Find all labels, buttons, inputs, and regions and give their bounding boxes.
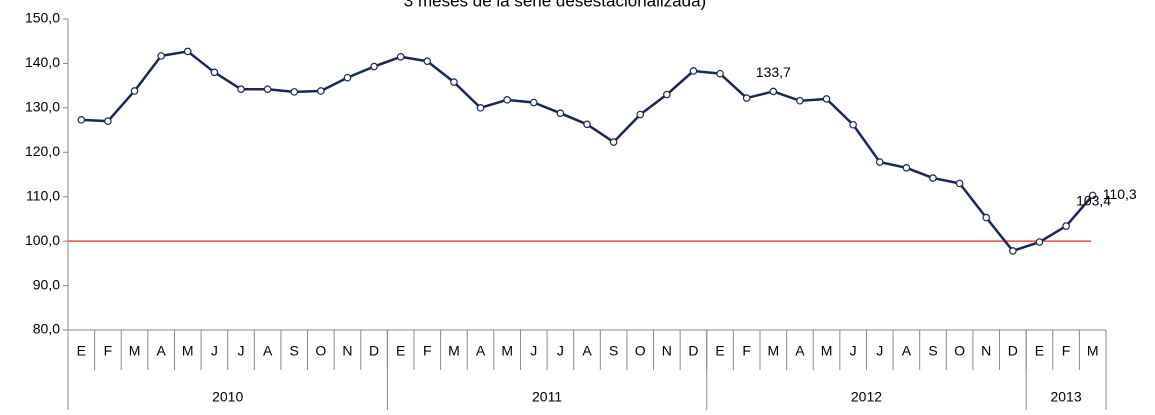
point (583, 120, 591, 129)
y-tick-label: 150,0 (25, 10, 60, 26)
series-line (81, 50, 1094, 253)
point (902, 164, 911, 172)
point (476, 104, 485, 112)
point (370, 62, 378, 71)
point (450, 78, 458, 86)
point (689, 67, 698, 75)
point (609, 138, 618, 146)
x-tick-label: F (104, 343, 113, 359)
x-tick-label: N (981, 343, 991, 359)
chart-title: 3 meses de la serie desestacionalizada) (404, 0, 706, 10)
point (822, 95, 831, 103)
x-tick-label: E (396, 343, 405, 359)
point (210, 68, 219, 77)
point (529, 98, 538, 107)
x-tick-label: D (1008, 343, 1018, 359)
x-tick-label: A (795, 343, 805, 359)
y-tick-label: 130,0 (25, 99, 60, 115)
x-tick-label: E (1035, 343, 1044, 359)
x-tick-label: M (448, 343, 460, 359)
x-tick-label: J (530, 343, 537, 359)
y-tick-label: 80,0 (33, 321, 60, 337)
x-tick-label: J (238, 343, 245, 359)
x-tick-label: M (821, 343, 833, 359)
point (796, 96, 804, 105)
x-tick-label: F (1062, 343, 1071, 359)
x-tick-label: N (662, 343, 672, 359)
x-tick-label: E (715, 343, 724, 359)
value-label: 103,4 (1076, 193, 1111, 209)
x-tick-label: J (557, 343, 564, 359)
point (875, 158, 884, 166)
y-tick-label: 100,0 (25, 232, 60, 248)
x-tick-label: F (742, 343, 751, 359)
x-tick-label: J (211, 343, 218, 359)
x-tick-label: J (850, 343, 857, 359)
point (1035, 238, 1044, 246)
x-tick-label: O (954, 343, 965, 359)
x-tick-label: M (767, 343, 779, 359)
x-tick-label: D (688, 343, 698, 359)
point (955, 179, 964, 188)
point (982, 213, 991, 222)
point (263, 85, 272, 93)
point (769, 87, 778, 96)
point (183, 47, 192, 56)
point (849, 120, 857, 129)
year-label: 2011 (532, 389, 562, 405)
point (77, 116, 86, 124)
value-label: 133,7 (756, 64, 791, 80)
point (130, 87, 139, 95)
point (317, 87, 325, 95)
point (1062, 222, 1070, 230)
year-label: 2010 (212, 389, 243, 405)
x-tick-label: M (182, 343, 194, 359)
x-tick-label: M (501, 343, 513, 359)
year-label: 2012 (851, 389, 882, 405)
y-tick-label: 110,0 (26, 187, 60, 203)
x-tick-label: S (609, 343, 618, 359)
x-tick-label: A (263, 343, 273, 359)
x-tick-label: M (129, 343, 141, 359)
point (157, 52, 165, 60)
point (1009, 247, 1017, 255)
x-tick-label: M (1087, 343, 1099, 359)
x-tick-label: D (369, 343, 379, 359)
y-tick-label: 90,0 (33, 276, 60, 292)
point (742, 94, 751, 102)
point (290, 88, 299, 96)
point (343, 73, 352, 82)
point (636, 110, 645, 119)
x-tick-label: A (902, 343, 912, 359)
point (396, 52, 405, 61)
value-label: 110,3 (1103, 186, 1137, 202)
x-tick-label: O (635, 343, 646, 359)
x-tick-label: A (156, 343, 166, 359)
x-tick-label: A (476, 343, 486, 359)
x-tick-label: E (77, 343, 86, 359)
point (237, 85, 245, 93)
y-tick-label: 140,0 (25, 54, 60, 70)
x-tick-label: S (928, 343, 937, 359)
year-label: 2013 (1050, 389, 1081, 405)
point (716, 69, 724, 78)
x-tick-label: A (582, 343, 592, 359)
point (663, 90, 671, 99)
point (556, 109, 565, 117)
point (423, 57, 432, 66)
x-tick-label: N (342, 343, 352, 359)
x-tick-label: O (315, 343, 326, 359)
point (1088, 191, 1097, 200)
x-tick-label: F (423, 343, 432, 359)
point (929, 174, 937, 182)
y-tick-label: 120,0 (25, 143, 60, 159)
point (503, 96, 511, 104)
x-tick-label: J (876, 343, 883, 359)
point (104, 117, 112, 125)
x-tick-label: S (290, 343, 299, 359)
